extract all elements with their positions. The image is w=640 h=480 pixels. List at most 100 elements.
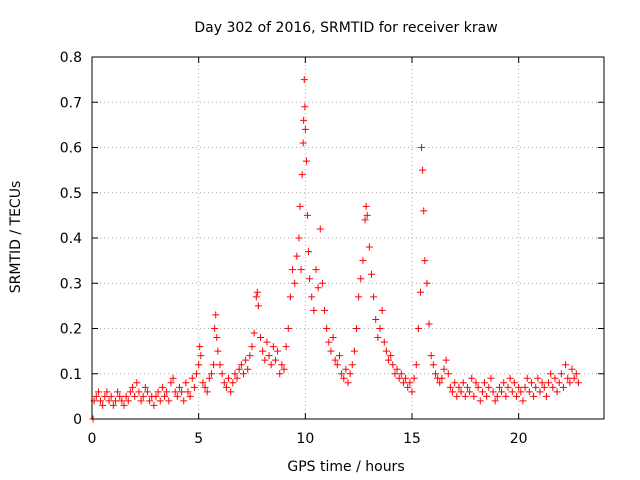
plot-axes: 0 0.1 0.2 0.3 0.4 0.5 0.6 0.7 0.8 0 5 10 15 20 xyxy=(60,50,604,447)
data-point xyxy=(302,157,310,165)
data-point xyxy=(299,139,307,147)
data-point xyxy=(457,388,465,396)
data-point xyxy=(167,379,175,387)
data-point xyxy=(489,388,497,396)
y-tick-label: 0.4 xyxy=(60,231,82,247)
data-point xyxy=(362,202,370,210)
data-point xyxy=(485,383,493,391)
data-point xyxy=(316,225,324,233)
data-point xyxy=(525,388,533,396)
data-point xyxy=(210,361,218,369)
data-point xyxy=(536,388,544,396)
data-point xyxy=(135,388,143,396)
data-point xyxy=(296,202,304,210)
data-point xyxy=(436,379,444,387)
y-tick-label: 0.2 xyxy=(60,322,82,338)
data-point xyxy=(278,361,286,369)
data-point xyxy=(109,401,117,409)
data-point xyxy=(133,379,141,387)
data-point xyxy=(502,392,510,400)
data-point xyxy=(431,370,439,378)
data-point xyxy=(301,125,309,133)
data-point xyxy=(365,243,373,251)
data-point xyxy=(312,266,320,274)
y-tick-label: 0.8 xyxy=(60,50,82,66)
data-point xyxy=(564,374,572,382)
data-point xyxy=(451,379,459,387)
data-point xyxy=(572,370,580,378)
data-point xyxy=(94,388,102,396)
data-point xyxy=(291,279,299,287)
data-point xyxy=(421,257,429,265)
data-point xyxy=(276,370,284,378)
data-point xyxy=(212,311,220,319)
data-point xyxy=(389,361,397,369)
y-tick-label: 0.7 xyxy=(60,95,82,111)
data-point xyxy=(555,379,563,387)
data-point xyxy=(105,397,113,405)
data-point xyxy=(199,379,207,387)
data-point xyxy=(350,347,358,355)
data-point xyxy=(156,397,164,405)
data-point xyxy=(570,374,578,382)
data-point xyxy=(325,338,333,346)
data-point xyxy=(120,401,128,409)
data-point xyxy=(344,379,352,387)
data-point xyxy=(214,347,222,355)
x-tick-label: 15 xyxy=(403,431,421,447)
data-point xyxy=(367,270,375,278)
data-point xyxy=(391,370,399,378)
data-point xyxy=(382,347,390,355)
data-point xyxy=(481,379,489,387)
data-point xyxy=(425,320,433,328)
data-point xyxy=(348,361,356,369)
data-point xyxy=(306,275,314,283)
data-point xyxy=(478,388,486,396)
data-point xyxy=(487,374,495,382)
data-point xyxy=(303,211,311,219)
data-point xyxy=(519,397,527,405)
data-point xyxy=(150,401,158,409)
data-point xyxy=(444,370,452,378)
data-point xyxy=(301,103,309,111)
grid-lines xyxy=(92,57,604,419)
data-point xyxy=(540,383,548,391)
data-point xyxy=(440,365,448,373)
data-point xyxy=(213,334,221,342)
data-point xyxy=(532,383,540,391)
data-point xyxy=(129,383,137,391)
data-point xyxy=(419,166,427,174)
data-point xyxy=(163,388,171,396)
data-point xyxy=(470,392,478,400)
data-point xyxy=(508,388,516,396)
data-point xyxy=(534,374,542,382)
data-point xyxy=(361,216,369,224)
data-point xyxy=(387,352,395,360)
data-point xyxy=(493,392,501,400)
data-point xyxy=(510,379,518,387)
data-point xyxy=(515,383,523,391)
data-point xyxy=(178,388,186,396)
data-point xyxy=(225,374,233,382)
data-point xyxy=(372,315,380,323)
data-point xyxy=(99,401,107,409)
data-point xyxy=(295,234,303,242)
data-point xyxy=(314,284,322,292)
x-tick-label: 5 xyxy=(194,431,203,447)
data-point xyxy=(233,374,241,382)
data-point xyxy=(259,347,267,355)
data-point xyxy=(97,397,105,405)
data-point xyxy=(542,392,550,400)
data-point xyxy=(568,365,576,373)
data-point xyxy=(310,306,318,314)
data-point xyxy=(335,352,343,360)
data-point xyxy=(547,370,555,378)
data-point xyxy=(429,361,437,369)
data-point xyxy=(244,365,252,373)
data-point xyxy=(267,361,275,369)
data-point xyxy=(222,383,230,391)
data-point xyxy=(211,325,219,332)
data-point xyxy=(165,397,173,405)
data-point xyxy=(196,343,204,351)
data-point xyxy=(220,379,228,387)
